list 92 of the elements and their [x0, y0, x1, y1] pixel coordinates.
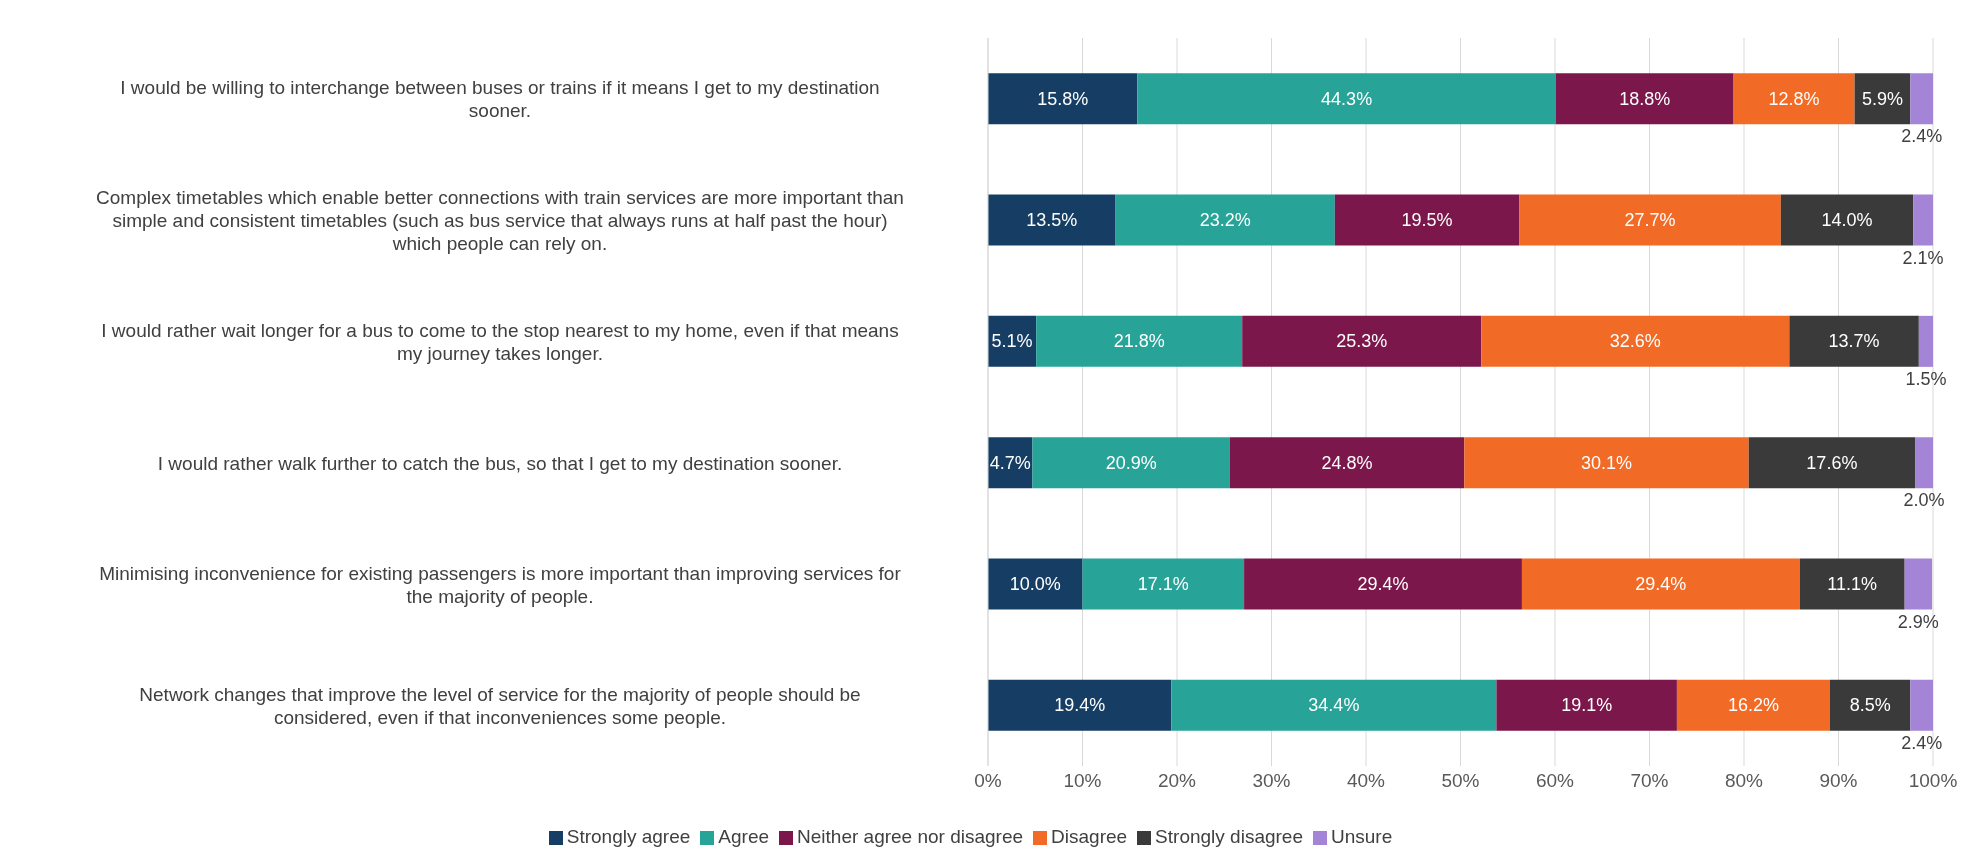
bar — [1555, 73, 1734, 125]
data-label: 13.5% — [1026, 210, 1078, 231]
bar — [1229, 437, 1465, 489]
data-label: 18.8% — [1619, 88, 1671, 109]
data-label: 14.0% — [1821, 210, 1873, 231]
bar — [1496, 679, 1677, 731]
bar — [1830, 679, 1911, 731]
x-tick-label: 10% — [1063, 770, 1102, 792]
data-label: 25.3% — [1336, 331, 1388, 352]
x-tick-label: 0% — [974, 770, 1002, 792]
bar — [1915, 437, 1933, 489]
data-label: 13.7% — [1828, 331, 1880, 352]
bar — [988, 194, 1116, 246]
bar — [1171, 679, 1497, 731]
data-label: 23.2% — [1199, 210, 1251, 231]
data-label: 15.8% — [1037, 88, 1089, 109]
legend-label: Unsure — [1330, 826, 1393, 847]
bar — [1244, 558, 1522, 610]
x-tick-label: 30% — [1252, 770, 1291, 792]
data-label: 34.4% — [1308, 695, 1360, 716]
x-tick-label: 60% — [1535, 770, 1575, 792]
data-label: 16.2% — [1727, 695, 1779, 716]
bar — [988, 679, 1172, 731]
data-label: 2.9% — [1897, 611, 1939, 632]
data-label: 21.8% — [1113, 331, 1165, 352]
bar — [1032, 437, 1230, 489]
bar — [1334, 194, 1520, 246]
bar — [1519, 194, 1781, 246]
bar — [1082, 558, 1245, 610]
legend-label: Strongly agree — [566, 826, 691, 847]
data-label: 29.4% — [1357, 574, 1409, 595]
data-label: 5.9% — [1861, 88, 1903, 109]
bar — [1242, 315, 1482, 367]
bar — [1733, 73, 1855, 125]
data-label: 32.6% — [1609, 331, 1661, 352]
data-label: 2.4% — [1901, 126, 1943, 147]
bar — [1481, 315, 1790, 367]
bar — [1913, 194, 1933, 246]
bar — [1464, 437, 1749, 489]
bar — [1115, 194, 1335, 246]
data-label: 4.7% — [989, 452, 1031, 473]
bar — [988, 73, 1138, 125]
bar — [1521, 558, 1800, 610]
data-label: 27.7% — [1624, 210, 1676, 231]
legend-label: Disagree — [1051, 826, 1128, 847]
x-tick-label: 50% — [1441, 770, 1480, 792]
bar — [1137, 73, 1556, 125]
bar — [1799, 558, 1905, 610]
data-label: 29.4% — [1635, 574, 1687, 595]
legend-label: Neither agree nor disagree — [797, 826, 1024, 847]
bar — [1789, 315, 1919, 367]
legend-label: Strongly disagree — [1155, 826, 1303, 847]
legend-label: Agree — [718, 826, 770, 847]
bar — [1910, 73, 1933, 125]
data-label: 11.1% — [1827, 574, 1878, 595]
bar — [1910, 679, 1933, 731]
y-tick-label: I would rather wait longer for a bus to come to the stop nearest to my home, even if that means my journey takes longer. — [101, 319, 899, 364]
bar — [1918, 315, 1933, 367]
x-tick-label: 70% — [1630, 770, 1669, 792]
data-label: 44.3% — [1321, 88, 1373, 109]
bar — [1036, 315, 1243, 367]
x-tick-label: 40% — [1346, 770, 1386, 792]
data-label: 1.5% — [1905, 368, 1947, 389]
data-label: 19.4% — [1054, 695, 1106, 716]
data-label: 12.8% — [1768, 88, 1820, 109]
data-label: 17.1% — [1137, 574, 1189, 595]
data-label: 19.1% — [1561, 695, 1613, 716]
y-tick-label: Complex timetables which enable better connections with train services are more important than simple and consistent timetables (such as bus service that always runs at half past the hour) which people can rely on. — [96, 186, 904, 254]
bar — [1904, 558, 1933, 610]
bar — [988, 558, 1083, 610]
y-tick-label: I would rather walk further to catch the bus, so that I get to my destination sooner. — [157, 452, 843, 474]
bar — [1780, 194, 1914, 246]
y-tick-label: Network changes that improve the level of service for the majority of people should be considered, even if that inconveniences some people. — [139, 683, 861, 728]
data-label: 30.1% — [1580, 452, 1633, 473]
bar — [1748, 437, 1916, 489]
bar — [1676, 679, 1830, 731]
x-tick-label: 100% — [1908, 770, 1958, 792]
data-label: 19.5% — [1401, 210, 1453, 231]
data-label: 10.0% — [1009, 574, 1061, 595]
data-label: 17.6% — [1806, 452, 1858, 473]
y-tick-label: I would be willing to interchange between buses or trains if it means I get to my destination sooner. — [120, 76, 880, 121]
data-label: 24.8% — [1321, 452, 1373, 473]
x-tick-label: 80% — [1724, 770, 1764, 792]
data-label: 8.5% — [1849, 695, 1891, 716]
data-label: 5.1% — [991, 331, 1033, 352]
x-tick-label: 20% — [1157, 770, 1197, 792]
data-label: 2.0% — [1903, 490, 1945, 511]
x-tick-label: 90% — [1819, 770, 1858, 792]
data-label: 2.1% — [1902, 247, 1944, 268]
data-label: 2.4% — [1901, 732, 1943, 753]
y-tick-label: Minimising inconvenience for existing passengers is more important than improving services for the majority of people. — [99, 562, 902, 606]
data-label: 20.9% — [1105, 452, 1157, 473]
